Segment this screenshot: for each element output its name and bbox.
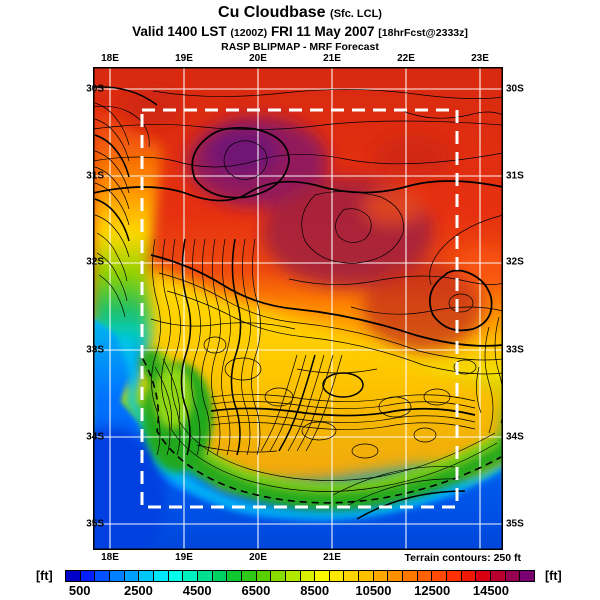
colorbar-segment [491, 571, 506, 581]
tick-label-lat-left: 33S [86, 344, 104, 356]
colorbar-segment [212, 571, 228, 581]
title-text: Cu Cloudbase [218, 4, 326, 21]
tick-label-lat-right: 30S [506, 83, 524, 95]
colorbar-segment [417, 571, 433, 581]
map-border [93, 67, 503, 550]
colorbar-segment [359, 571, 374, 581]
valid-time-line: Valid 1400 LST (1200Z) FRI 11 May 2007 [… [0, 24, 600, 39]
graticule [93, 67, 503, 550]
colorbar-segment [432, 571, 448, 581]
colorbar-tick-label: 6500 [241, 583, 271, 598]
colorbar-segments [65, 570, 535, 582]
colorbar-tick-label: 10500 [355, 583, 392, 598]
tick-label-lat-right: 35S [506, 518, 524, 530]
colorbar-segment [256, 571, 272, 581]
valid-date: FRI 11 May 2007 [270, 24, 375, 39]
colorbar-segment [285, 571, 301, 581]
colorbar-tick-label: 2500 [123, 583, 153, 598]
model-line: RASP BLIPMAP - MRF Forecast [221, 41, 379, 53]
colorbar-tick-label: 12500 [414, 583, 451, 598]
map-plot [93, 67, 503, 550]
valid-fcst: [18hrFcst@2333z] [378, 27, 468, 39]
colorbar-segment [344, 571, 360, 581]
colorbar-segment [403, 571, 418, 581]
colorbar-segment [241, 571, 257, 581]
tick-label-lat-right: 33S [506, 344, 524, 356]
colorbar-segment [139, 571, 154, 581]
colorbar-segment [153, 571, 169, 581]
colorbar-segment [388, 571, 404, 581]
tick-label-lon-bottom: 18E [101, 552, 119, 563]
tick-label-lat-right: 32S [506, 256, 524, 268]
colorbar-tick-labels: 500 2500 4500 6500 8500 10500 12500 14500 [65, 583, 535, 598]
tick-label-lon-bottom: 20E [249, 552, 267, 563]
colorbar-unit-left: [ft] [36, 569, 53, 583]
high-cloudbase-blobs [123, 89, 503, 352]
colorbar-segment [329, 571, 345, 581]
colorbar-segment [227, 571, 242, 581]
colorbar-tick-label: 500 [68, 583, 91, 598]
tick-label-lat-left: 30S [86, 83, 104, 95]
colorbar-unit-right: [ft] [545, 569, 562, 583]
coastal-cyan-fringe [119, 335, 503, 519]
colorbar-tick-label: 14500 [472, 583, 510, 598]
tick-label-lat-left: 34S [86, 431, 104, 443]
interior-yellow-zone [148, 267, 503, 487]
colorbar-tick-label: 8500 [300, 583, 330, 598]
tick-label-lat-left: 35S [86, 518, 104, 530]
colorbar-segment [66, 571, 81, 581]
tick-label-lon-bottom: 19E [175, 552, 193, 563]
valid-zulu: (1200Z) [230, 27, 268, 39]
tick-label-lon-top: 23E [471, 53, 489, 64]
tick-label-lon-top: 21E [323, 53, 341, 64]
colorbar-segment [461, 571, 477, 581]
deep-ocean-patch [93, 427, 166, 550]
contour-lines [93, 86, 503, 520]
valid-prefix: Valid 1400 LST [132, 24, 227, 39]
colorbar-segment [447, 571, 462, 581]
colorbar-segment [505, 571, 521, 581]
tick-label-lon-top: 20E [249, 53, 267, 64]
colorbar-segment [95, 571, 110, 581]
domain-dashed-box [140, 108, 459, 509]
title-qualifier: (Sfc. LCL) [330, 8, 382, 20]
tick-label-lon-top: 18E [101, 53, 119, 64]
colorbar-segment [315, 571, 330, 581]
tick-label-lat-left: 31S [86, 170, 104, 182]
colorbar-segment [124, 571, 140, 581]
colorbar-segment [300, 571, 316, 581]
colorbar-tick-label: 4500 [182, 583, 212, 598]
colorbar-segment [271, 571, 286, 581]
tick-label-lon-bottom: 21E [323, 552, 341, 563]
page-title: Cu Cloudbase (Sfc. LCL) [0, 4, 600, 22]
colorbar-segment [183, 571, 198, 581]
colorbar-segment [168, 571, 184, 581]
terrain-contours-note: Terrain contours: 250 ft [404, 552, 522, 564]
colorbar-segment [373, 571, 389, 581]
colorbar-segment [109, 571, 125, 581]
tick-label-lon-top: 22E [397, 53, 415, 64]
colorbar-segment [476, 571, 492, 581]
colorbar-segment [520, 571, 534, 581]
colorbar-segment [197, 571, 213, 581]
colorbar-segment [80, 571, 96, 581]
tick-label-lon-top: 19E [175, 53, 193, 64]
tick-label-lat-right: 31S [506, 170, 524, 182]
tick-label-lat-left: 32S [86, 256, 104, 268]
tick-label-lat-right: 34S [506, 431, 524, 443]
